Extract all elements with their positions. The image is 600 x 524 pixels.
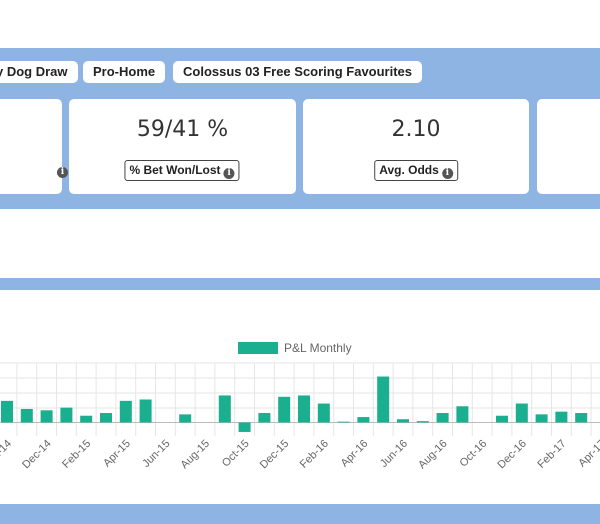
tag-dog-draw[interactable]: y Dog Draw bbox=[0, 61, 78, 83]
x-tick-label: Dec-16 bbox=[495, 438, 529, 472]
bar bbox=[278, 396, 291, 423]
info-icon[interactable]: i bbox=[441, 168, 453, 179]
x-tick-label: Apr-16 bbox=[339, 438, 371, 470]
avg-odds-value: 2.10 bbox=[391, 117, 441, 142]
bar bbox=[555, 411, 568, 423]
x-tick-label: Dec-15 bbox=[258, 438, 292, 472]
x-tick-label: Aug-15 bbox=[179, 438, 213, 472]
bar bbox=[40, 410, 53, 423]
bar bbox=[80, 415, 93, 423]
x-tick-label: Feb-17 bbox=[535, 438, 568, 471]
win-loss-value: 59/41 % bbox=[136, 117, 229, 142]
stat-card-avg-odds: 2.10 Avg. Odds i bbox=[303, 99, 529, 194]
avg-odds-label[interactable]: Avg. Odds i bbox=[374, 160, 458, 181]
tag-pro-home[interactable]: Pro-Home bbox=[83, 61, 166, 83]
legend-swatch bbox=[238, 342, 278, 354]
bar bbox=[139, 399, 152, 423]
bar bbox=[575, 413, 588, 423]
bar bbox=[1, 400, 13, 423]
x-tick-label: Apr-15 bbox=[101, 438, 133, 470]
bar bbox=[456, 406, 469, 423]
x-tick-label: Feb-15 bbox=[60, 438, 93, 471]
bar bbox=[397, 419, 409, 423]
x-tick-label: Oct-14 bbox=[0, 438, 14, 470]
stat-card-partial-right bbox=[537, 99, 600, 194]
legend-label: P&L Monthly bbox=[284, 341, 352, 355]
x-tick-label: Oct-15 bbox=[220, 438, 252, 470]
footer-band bbox=[0, 504, 600, 524]
bar bbox=[60, 407, 73, 423]
bar bbox=[119, 400, 132, 423]
x-tick-label: Dec-14 bbox=[20, 438, 54, 472]
stat-card-win-loss: 59/41 % % Bet Won/Lost i bbox=[69, 99, 296, 194]
bar bbox=[337, 421, 350, 423]
info-icon[interactable]: i bbox=[54, 160, 68, 178]
x-tick-label: Oct-16 bbox=[457, 438, 489, 470]
bar bbox=[238, 422, 251, 432]
bar bbox=[416, 421, 429, 423]
info-icon[interactable]: i bbox=[223, 168, 235, 179]
stat-card-partial-left: i bbox=[0, 99, 68, 194]
bar bbox=[317, 403, 330, 423]
x-tick-label: Apr-17 bbox=[576, 438, 600, 470]
tag-colossus[interactable]: Colossus 03 Free Scoring Favourites bbox=[173, 61, 423, 83]
bar bbox=[20, 408, 33, 423]
win-loss-label[interactable]: % Bet Won/Lost i bbox=[124, 160, 240, 181]
section-divider bbox=[0, 278, 600, 290]
bar bbox=[496, 415, 508, 423]
bar bbox=[535, 414, 548, 423]
bar bbox=[298, 395, 310, 423]
bar bbox=[179, 414, 192, 423]
x-tick-label: Feb-16 bbox=[298, 438, 331, 471]
bar bbox=[100, 413, 112, 423]
x-tick-label: Aug-16 bbox=[416, 438, 450, 472]
bar bbox=[515, 403, 528, 423]
bar bbox=[258, 413, 271, 423]
x-tick-label: Jun-15 bbox=[140, 438, 172, 470]
bar bbox=[218, 395, 231, 423]
x-tick-label: Jun-16 bbox=[378, 438, 410, 470]
bar bbox=[357, 417, 370, 423]
bar bbox=[377, 376, 390, 423]
bar bbox=[436, 413, 449, 423]
